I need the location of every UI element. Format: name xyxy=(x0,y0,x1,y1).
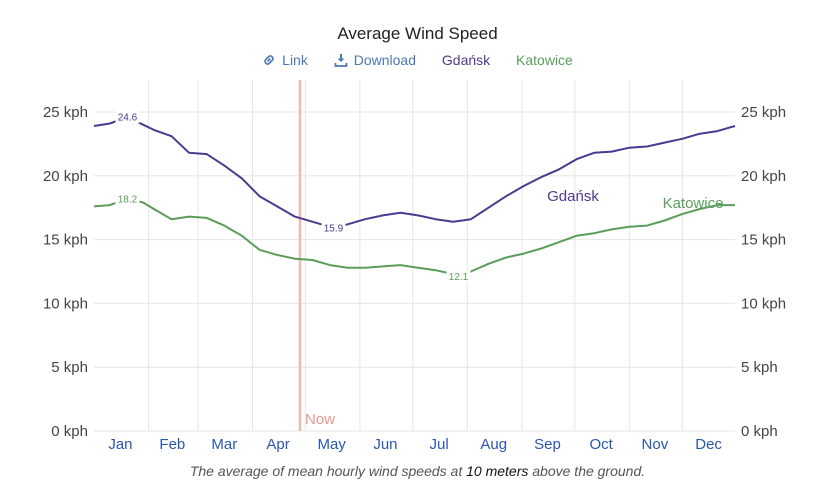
min-label-bg xyxy=(446,270,471,283)
max-label-bg xyxy=(115,111,140,124)
x-tick-label: Aug xyxy=(480,436,507,453)
series-lines xyxy=(93,116,736,278)
x-tick-label: Oct xyxy=(589,436,613,453)
min-label-bg xyxy=(321,222,346,235)
y-tick-label-left: 5 kph xyxy=(51,359,88,376)
chart-caption: The average of mean hourly wind speeds a… xyxy=(0,463,835,479)
y-tick-label-right: 0 kph xyxy=(741,423,778,440)
x-tick-label: Jan xyxy=(108,436,132,453)
x-tick-label: Mar xyxy=(211,436,237,453)
y-tick-label-right: 5 kph xyxy=(741,359,778,376)
y-tick-label-left: 0 kph xyxy=(51,423,88,440)
download-button[interactable]: Download xyxy=(334,52,416,68)
legend-toggle-katowice[interactable]: Katowice xyxy=(516,52,573,68)
x-tick-label: Dec xyxy=(695,436,722,453)
caption-highlight: 10 meters xyxy=(466,463,529,479)
caption-suffix: above the ground. xyxy=(528,463,646,479)
x-tick-label: Nov xyxy=(642,436,669,453)
y-tick-label-left: 20 kph xyxy=(43,168,88,185)
x-tick-label: Feb xyxy=(159,436,185,453)
now-marker: Now xyxy=(298,80,335,431)
series-line-gdansk xyxy=(93,116,736,230)
x-tick-label: Sep xyxy=(534,436,561,453)
y-tick-label-left: 10 kph xyxy=(43,295,88,312)
max-value-label: 24.6 xyxy=(118,113,138,124)
series-label-gdansk: Gdańsk xyxy=(547,188,599,205)
link-icon xyxy=(264,55,275,65)
max-label-bg xyxy=(115,192,140,205)
chart-title: Average Wind Speed xyxy=(337,24,498,43)
legend-toggle-gdansk[interactable]: Gdańsk xyxy=(441,52,491,68)
series-line-katowice xyxy=(93,197,735,278)
link-label: Link xyxy=(282,52,308,68)
link-button[interactable]: Link xyxy=(262,52,308,68)
grid-lines xyxy=(94,80,735,432)
min-value-label: 12.1 xyxy=(449,272,469,283)
y-tick-label-right: 25 kph xyxy=(741,104,786,121)
now-label: Now xyxy=(305,411,335,428)
y-tick-label-right: 20 kph xyxy=(741,168,786,185)
y-tick-label-right: 10 kph xyxy=(741,295,786,312)
y-tick-label-left: 25 kph xyxy=(43,104,88,121)
min-value-label: 15.9 xyxy=(324,224,344,235)
min-max-labels: 15.9 24.6 12.1 18.2 Gdańsk Katowice xyxy=(115,111,723,283)
x-tick-label: Jul xyxy=(430,436,449,453)
download-icon xyxy=(334,54,348,67)
caption-prefix: The average of mean hourly wind speeds a… xyxy=(189,463,467,479)
chart-controls: Link Download Gdańsk Katowice xyxy=(0,52,835,68)
wind-speed-chart: 0 kph 5 kph 10 kph 15 kph 20 kph 25 kph 0 kph… xyxy=(43,80,786,453)
x-tick-label: Apr xyxy=(266,436,289,453)
max-value-label: 18.2 xyxy=(118,194,138,205)
y-tick-label-right: 15 kph xyxy=(741,232,786,249)
y-tick-label-left: 15 kph xyxy=(43,232,88,249)
x-axis: Jan Feb Mar Apr May Jun Jul Aug Sep Oct Nov Dec xyxy=(108,436,722,453)
x-tick-label: Jun xyxy=(373,436,397,453)
x-tick-label: May xyxy=(318,436,347,453)
y-axis-left: 0 kph 5 kph 10 kph 15 kph 20 kph 25 kph xyxy=(43,104,88,440)
y-axis-right: 0 kph 5 kph 10 kph 15 kph 20 kph 25 kph xyxy=(741,104,786,440)
download-label: Download xyxy=(353,52,416,68)
series-label-katowice: Katowice xyxy=(663,195,724,212)
